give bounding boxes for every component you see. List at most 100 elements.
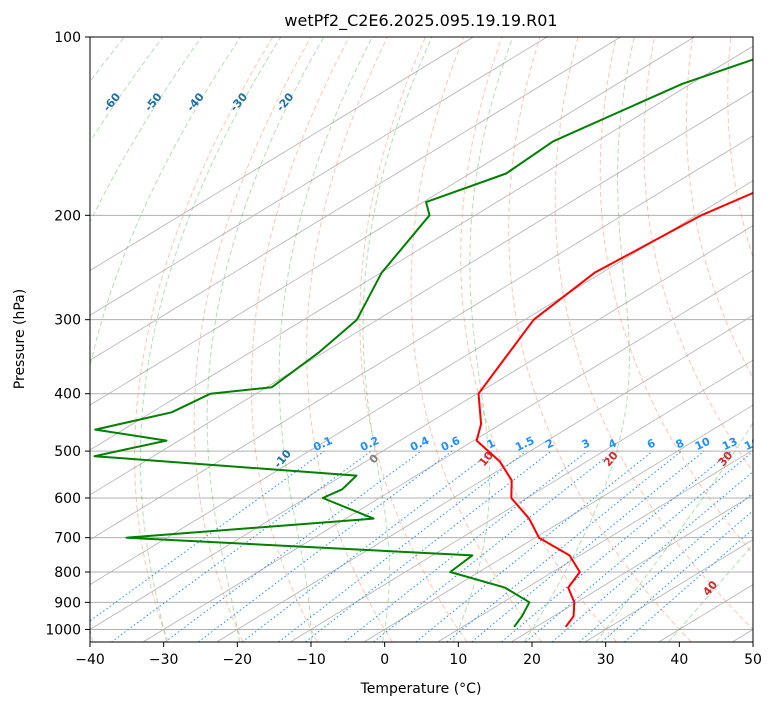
x-tick-label: 30 [597, 652, 615, 668]
isotherm-line [90, 37, 548, 316]
mixing-ratio-line [278, 450, 527, 642]
isotherm-line [90, 37, 695, 406]
dry-adiabat-line [554, 37, 753, 631]
y-axis-title: Pressure (hPa) [12, 289, 28, 389]
moist-adiabat-line [0, 37, 9, 642]
dry-adiabat-line [193, 37, 312, 642]
mixing-ratio-line [551, 471, 753, 642]
isotherm-line [142, 270, 753, 642]
mixing-ratio-line [90, 450, 325, 622]
moist-adiabat-label: -10 [271, 447, 294, 471]
mixing-ratio-label: 3 [580, 436, 592, 451]
y-axis-ticks: 100 200 300 400 500 600 700 800 900 1000 [45, 30, 90, 638]
chart-title: wetPf2_C2E6.2025.095.19.19.R01 [284, 11, 557, 31]
x-axis-title: Temperature (°C) [360, 681, 482, 697]
isotherm-line [437, 449, 753, 642]
mixing-ratio-line [446, 450, 682, 642]
mixing-ratio-label: 13 [720, 435, 739, 453]
x-tick-label: −30 [149, 652, 179, 668]
background-line-labels: 0.10.20.40.611.52346810131620253036-60-5… [100, 90, 762, 598]
moist-adiabat-line [523, 37, 635, 642]
dry-adiabat-lines [134, 37, 775, 642]
x-axis-ticks: −40 −30 −20 −10 0 10 20 30 40 50 [75, 642, 762, 668]
y-tick-label: 300 [54, 313, 81, 329]
dry-adiabat-line [359, 37, 468, 642]
moist-adiabat-line [90, 37, 241, 642]
dry-adiabat-line [410, 37, 543, 642]
isotherm-line [732, 628, 753, 642]
mixing-ratio-label: 10 [693, 435, 713, 453]
y-tick-label: 1000 [45, 622, 81, 638]
moist-adiabat-line [278, 37, 373, 642]
moist-adiabat-label: -50 [142, 90, 165, 114]
mixing-ratio-line [471, 450, 705, 642]
dry-adiabat-line [134, 37, 274, 642]
dry-adiabat-line [306, 37, 393, 642]
mixing-ratio-lines [90, 450, 753, 642]
isotherm-line [90, 135, 753, 541]
isotherm-line [216, 314, 753, 642]
mixing-ratio-line [415, 450, 654, 642]
mixing-ratio-label: 16 [742, 435, 762, 453]
x-tick-label: 20 [523, 652, 541, 668]
mixing-ratio-line [373, 450, 615, 642]
pressure-grid [90, 37, 753, 630]
x-tick-label: 50 [744, 652, 762, 668]
mixing-ratio-line [344, 450, 588, 642]
dry-adiabat-line [460, 37, 617, 642]
mixing-ratio-line [578, 492, 753, 642]
x-tick-label: −20 [223, 652, 253, 668]
isotherm-line [90, 37, 621, 361]
x-tick-label: −10 [296, 652, 326, 668]
mixing-ratio-line [624, 528, 753, 642]
isotherm-line [90, 180, 753, 586]
moist-adiabat-label: -60 [100, 90, 123, 114]
y-tick-label: 900 [54, 595, 81, 611]
dry-adiabat-line [599, 37, 753, 555]
profile-series [93, 58, 753, 628]
temperature-profile-line [475, 191, 753, 628]
x-tick-label: 10 [449, 652, 467, 668]
moist-adiabat-line [452, 37, 514, 642]
mixing-ratio-line [601, 510, 753, 642]
y-tick-label: 100 [54, 30, 81, 46]
y-tick-label: 600 [54, 491, 81, 507]
dry-adiabat-line [685, 37, 753, 379]
mixing-ratio-line [111, 450, 372, 642]
y-tick-label: 500 [54, 444, 81, 460]
mixing-ratio-line [241, 450, 493, 642]
moist-adiabat-label: -40 [184, 90, 207, 114]
moist-adiabat-line [362, 37, 433, 642]
mixing-ratio-label: 8 [674, 436, 686, 451]
dry-adiabat-line [768, 37, 775, 642]
isotherm-line [658, 584, 753, 642]
moist-adiabat-label: 30 [716, 449, 736, 469]
isotherm-line [90, 45, 753, 451]
x-tick-label: −40 [75, 652, 105, 668]
moist-adiabat-line [668, 543, 753, 642]
moist-adiabat-line [90, 37, 202, 224]
x-tick-label: 40 [670, 652, 688, 668]
y-tick-label: 700 [54, 531, 81, 547]
moist-adiabat-label: 0 [367, 452, 382, 466]
moist-adiabat-line [206, 37, 325, 642]
isotherm-line [584, 539, 753, 642]
isotherm-line [363, 404, 753, 642]
isotherm-line [511, 494, 753, 642]
moist-adiabat-label: 10 [476, 449, 496, 469]
mixing-ratio-line [305, 450, 552, 642]
moist-adiabat-label: 40 [700, 578, 720, 598]
dry-adiabat-line [508, 37, 692, 642]
dry-adiabat-line [643, 37, 753, 473]
y-tick-label: 800 [54, 565, 81, 581]
y-tick-label: 200 [54, 208, 81, 224]
x-tick-label: 0 [380, 652, 389, 668]
moist-adiabat-label: -20 [274, 90, 297, 114]
moist-adiabat-line [595, 422, 753, 642]
mixing-ratio-line [501, 450, 732, 642]
plot-frame [89, 36, 754, 643]
moist-adiabat-line [139, 37, 282, 642]
mixing-ratio-line [198, 450, 453, 642]
dewpoint-profile-line [93, 58, 753, 628]
